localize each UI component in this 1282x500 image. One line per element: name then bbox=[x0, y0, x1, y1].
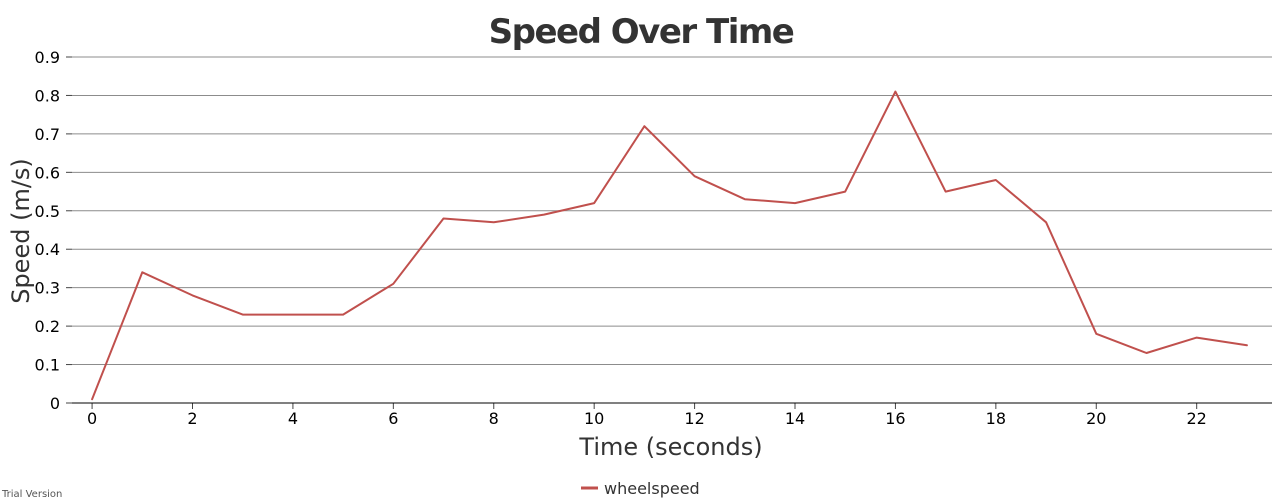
x-axis-ticks: 0 2 4 6 8 10 12 14 16 18 20 22 bbox=[87, 403, 1207, 428]
y-tick-label: 0.3 bbox=[35, 279, 60, 298]
x-tick-label: 4 bbox=[288, 409, 298, 428]
y-tick-label: 0.2 bbox=[35, 317, 60, 336]
chart-title: Speed Over Time bbox=[489, 12, 794, 52]
series-line-wheelspeed bbox=[91, 90, 1248, 401]
y-tick-label: 0.7 bbox=[35, 125, 60, 144]
y-tick-label: 0.1 bbox=[35, 356, 60, 375]
grid-lines bbox=[72, 56, 1272, 366]
x-tick-label: 8 bbox=[489, 409, 499, 428]
y-tick-label: 0.8 bbox=[35, 86, 60, 105]
legend[interactable]: wheelspeed bbox=[581, 479, 700, 498]
y-axis-title: Speed (m/s) bbox=[7, 158, 35, 304]
trial-version-watermark: Trial Version bbox=[1, 489, 62, 500]
x-tick-label: 2 bbox=[187, 409, 197, 428]
x-tick-label: 20 bbox=[1086, 409, 1106, 428]
y-axis-ticks: 0 0.1 0.2 0.3 0.4 0.5 0.6 0.7 0.8 0.9 bbox=[35, 48, 72, 413]
x-tick-label: 16 bbox=[885, 409, 905, 428]
y-tick-label: 0.6 bbox=[35, 163, 60, 182]
x-axis-title: Time (seconds) bbox=[578, 433, 762, 461]
x-tick-label: 22 bbox=[1187, 409, 1207, 428]
y-tick-label: 0 bbox=[50, 394, 60, 413]
y-tick-label: 0.9 bbox=[35, 48, 60, 67]
x-tick-label: 6 bbox=[388, 409, 398, 428]
y-tick-label: 0.5 bbox=[35, 202, 60, 221]
series-layer bbox=[91, 90, 1248, 401]
x-tick-label: 12 bbox=[684, 409, 704, 428]
x-tick-label: 0 bbox=[87, 409, 97, 428]
x-tick-label: 18 bbox=[986, 409, 1006, 428]
y-tick-label: 0.4 bbox=[35, 240, 60, 259]
legend-item-label[interactable]: wheelspeed bbox=[604, 479, 700, 498]
x-tick-label: 14 bbox=[785, 409, 805, 428]
x-tick-label: 10 bbox=[584, 409, 604, 428]
